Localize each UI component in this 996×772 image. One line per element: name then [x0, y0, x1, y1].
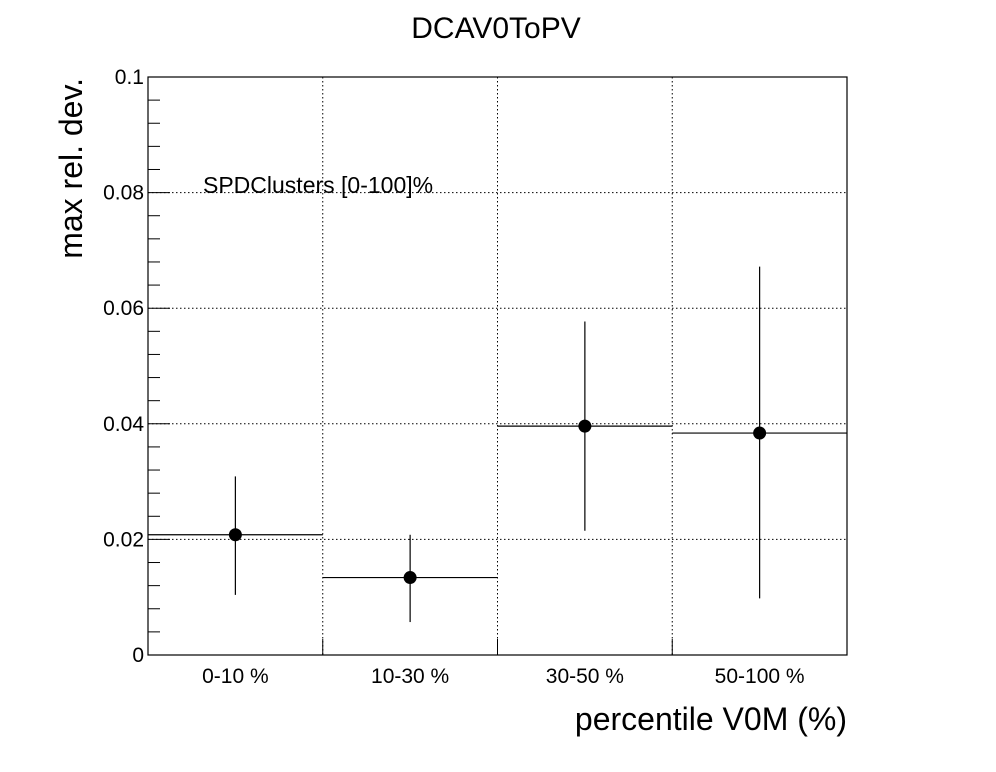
- y-axis: 0 0.02 0.04 0.06 0.08 0.1: [103, 66, 170, 667]
- y-tick-label: 0.04: [103, 413, 144, 436]
- chart-annotation: SPDClusters [0-100]%: [203, 172, 433, 198]
- y-tick-label: 0.06: [103, 297, 144, 320]
- y-tick-label: 0.02: [103, 528, 144, 551]
- data-point: [228, 528, 242, 542]
- y-axis-label: max rel. dev.: [53, 78, 89, 259]
- x-tick-label: 10-30 %: [371, 665, 449, 688]
- x-tick-label: 0-10 %: [202, 665, 269, 688]
- data-point-group: [148, 476, 323, 595]
- x-tick-label: 30-50 %: [546, 665, 624, 688]
- x-axis: 0-10 % 10-30 % 30-50 % 50-100 %: [202, 639, 805, 688]
- grid-lines: [148, 77, 847, 655]
- data-point: [403, 571, 417, 585]
- y-tick-label: 0: [132, 644, 144, 667]
- data-point-group: [497, 321, 673, 531]
- x-axis-label: percentile V0M (%): [575, 701, 847, 737]
- x-tick-label: 50-100 %: [715, 665, 805, 688]
- data-series: [148, 266, 847, 623]
- chart-title: DCAV0ToPV: [411, 12, 581, 45]
- y-tick-label: 0.08: [103, 182, 144, 205]
- data-point: [753, 426, 767, 440]
- y-tick-label: 0.1: [115, 66, 144, 89]
- data-point-group: [322, 534, 498, 623]
- data-point-group: [672, 266, 847, 599]
- data-point: [578, 419, 592, 433]
